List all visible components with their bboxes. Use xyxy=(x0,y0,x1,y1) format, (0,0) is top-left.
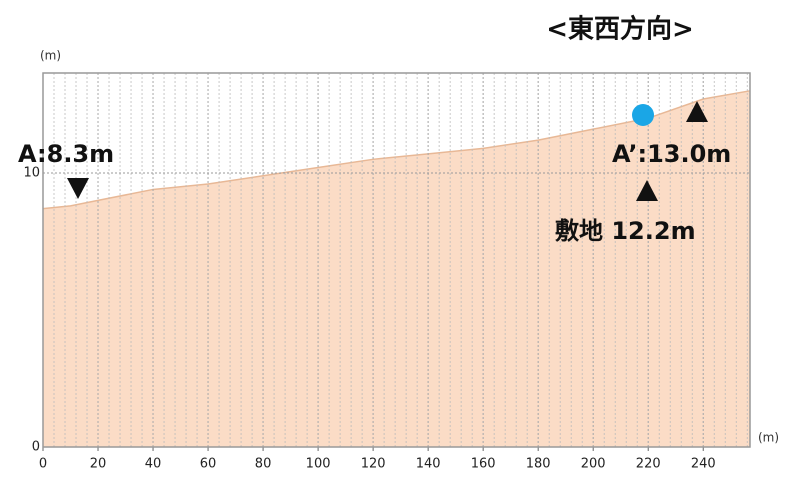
x-tick-label: 100 xyxy=(306,457,331,472)
marker-up xyxy=(686,101,708,122)
x-tick-label: 120 xyxy=(361,457,386,472)
x-tick-label: 220 xyxy=(636,457,661,472)
plot-area xyxy=(42,73,751,448)
marker-down xyxy=(67,178,89,199)
annotation: A:8.3m xyxy=(18,140,114,168)
x-tick-label: 240 xyxy=(691,457,716,472)
site-marker xyxy=(632,104,654,126)
x-tick-label: 0 xyxy=(39,457,47,472)
area-line xyxy=(42,90,751,210)
chart-title: <東西方向> xyxy=(546,14,694,45)
plot-border xyxy=(42,72,751,448)
y-tick-label: 10 xyxy=(23,166,40,181)
y-unit: (m) xyxy=(40,49,61,63)
x-tick-label: 140 xyxy=(416,457,441,472)
marker-up xyxy=(636,180,658,201)
x-tick-label: 180 xyxy=(526,457,551,472)
x-tick-label: 40 xyxy=(145,457,162,472)
x-tick-label: 200 xyxy=(581,457,606,472)
area xyxy=(43,90,750,448)
x-unit: (m) xyxy=(758,431,779,445)
x-tick-label: 20 xyxy=(90,457,107,472)
annotation: 敷地 12.2m xyxy=(555,217,696,245)
x-tick-label: 80 xyxy=(255,457,272,472)
x-tick-label: 160 xyxy=(471,457,496,472)
x-tick-label: 60 xyxy=(200,457,217,472)
y-tick-label: 0 xyxy=(32,440,40,455)
annotation: A’:13.0m xyxy=(612,140,731,168)
